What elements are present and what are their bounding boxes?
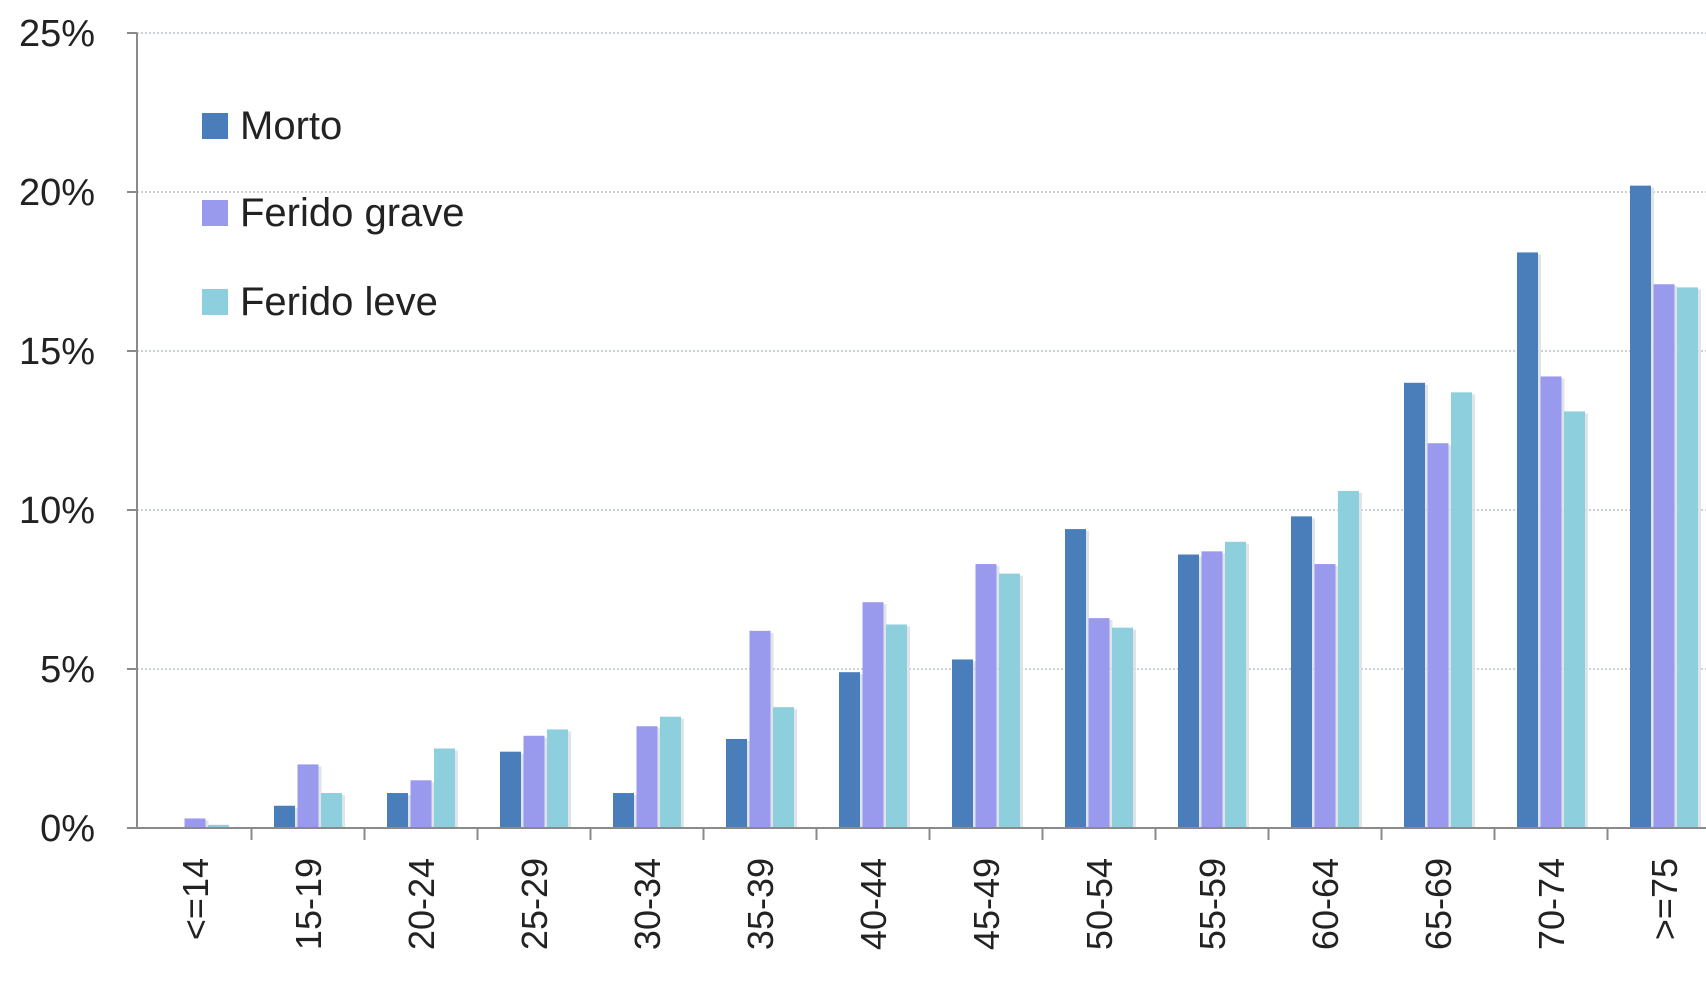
bar-ferido-grave-65-69 — [1427, 443, 1449, 828]
x-tick-label: 20-24 — [401, 858, 442, 950]
bar-morto-35-39 — [726, 738, 747, 828]
x-tick-label: 45-49 — [966, 858, 1007, 950]
x-tick-labels: <=14 15-19 20-24 25-29 30-34 35-39 40-44 45-49 5… — [175, 858, 1685, 950]
legend-label-ferido-grave: Ferido grave — [240, 191, 465, 235]
legend-swatch-ferido-leve — [202, 289, 228, 315]
bar-ferido-leve-15-19 — [321, 793, 342, 828]
bar-ferido-grave-25-29 — [523, 735, 545, 828]
bar-morto->=75 — [1630, 185, 1651, 828]
bar-ferido-grave-45-49 — [975, 564, 997, 828]
bar-morto-40-44 — [839, 672, 860, 828]
x-tick-label: 35-39 — [740, 858, 781, 950]
bars — [184, 185, 1701, 829]
x-tick-label: 55-59 — [1192, 858, 1233, 950]
y-tick-label: 25% — [19, 13, 95, 55]
bar-ferido-leve-35-39 — [773, 707, 794, 828]
bar-ferido-leve-50-54 — [1112, 627, 1133, 828]
legend-swatch-ferido-grave — [202, 200, 228, 226]
bar-morto-70-74 — [1517, 252, 1538, 829]
legend-label-ferido-leve: Ferido leve — [240, 280, 438, 324]
x-tick-label: 60-64 — [1305, 858, 1346, 950]
x-tick-label: <=14 — [175, 858, 216, 940]
y-tick-label: 0% — [40, 808, 95, 850]
gridlines — [127, 32, 1706, 840]
bar-ferido-grave-50-54 — [1088, 618, 1110, 828]
bar-ferido-grave-55-59 — [1201, 551, 1223, 828]
bar-ferido-grave-60-64 — [1314, 564, 1336, 828]
x-tick-label: 15-19 — [288, 858, 329, 950]
bar-ferido-grave-15-19 — [297, 764, 319, 828]
bar-morto-25-29 — [500, 751, 521, 828]
bar-ferido-leve-30-34 — [660, 716, 681, 828]
legend-swatch-morto — [202, 113, 228, 139]
bar-morto-20-24 — [387, 793, 408, 828]
x-tick-label: 65-69 — [1418, 858, 1459, 950]
bar-ferido-grave-<=14 — [184, 818, 206, 828]
bar-ferido-grave-40-44 — [862, 602, 884, 828]
y-tick-label: 20% — [19, 172, 95, 214]
bar-ferido-leve-65-69 — [1451, 392, 1472, 828]
bar-ferido-leve-40-44 — [886, 624, 907, 828]
bar-morto-65-69 — [1404, 382, 1425, 828]
bar-ferido-leve-25-29 — [547, 729, 568, 828]
bar-morto-15-19 — [274, 805, 295, 828]
bar-morto-50-54 — [1065, 529, 1086, 828]
bar-morto-30-34 — [613, 793, 634, 828]
bar-ferido-leve-70-74 — [1564, 411, 1585, 828]
bar-morto-55-59 — [1178, 554, 1199, 828]
x-tick-label: >=75 — [1644, 858, 1685, 940]
bar-ferido-grave-30-34 — [636, 726, 658, 828]
x-tick-label: 40-44 — [853, 858, 894, 950]
bar-ferido-grave-35-39 — [749, 630, 771, 828]
bar-morto-45-49 — [952, 659, 973, 828]
x-tick-label: 25-29 — [514, 858, 555, 950]
bar-ferido-leve-60-64 — [1338, 490, 1359, 828]
x-tick-label: 70-74 — [1531, 858, 1572, 950]
y-tick-label: 15% — [19, 331, 95, 373]
y-tick-label: 10% — [19, 490, 95, 532]
bar-ferido-leve-20-24 — [434, 748, 455, 828]
bar-ferido-leve-45-49 — [999, 573, 1020, 828]
y-tick-label: 5% — [40, 649, 95, 691]
bar-ferido-grave-20-24 — [410, 780, 432, 828]
bar-ferido-leve-55-59 — [1225, 541, 1246, 828]
y-tick-labels: 0% 5% 10% 15% 20% 25% — [19, 13, 95, 850]
legend: Morto Ferido grave Ferido leve — [202, 104, 465, 324]
bar-ferido-grave-70-74 — [1540, 376, 1562, 828]
x-tick-label: 30-34 — [627, 858, 668, 950]
x-tick-label: 50-54 — [1079, 858, 1120, 950]
bar-ferido-leve->=75 — [1677, 287, 1698, 828]
axes — [136, 33, 1706, 829]
bar-morto-60-64 — [1291, 516, 1312, 828]
bar-ferido-leve-<=14 — [208, 824, 229, 828]
legend-label-morto: Morto — [240, 104, 342, 148]
bar-ferido-grave->=75 — [1653, 284, 1675, 829]
